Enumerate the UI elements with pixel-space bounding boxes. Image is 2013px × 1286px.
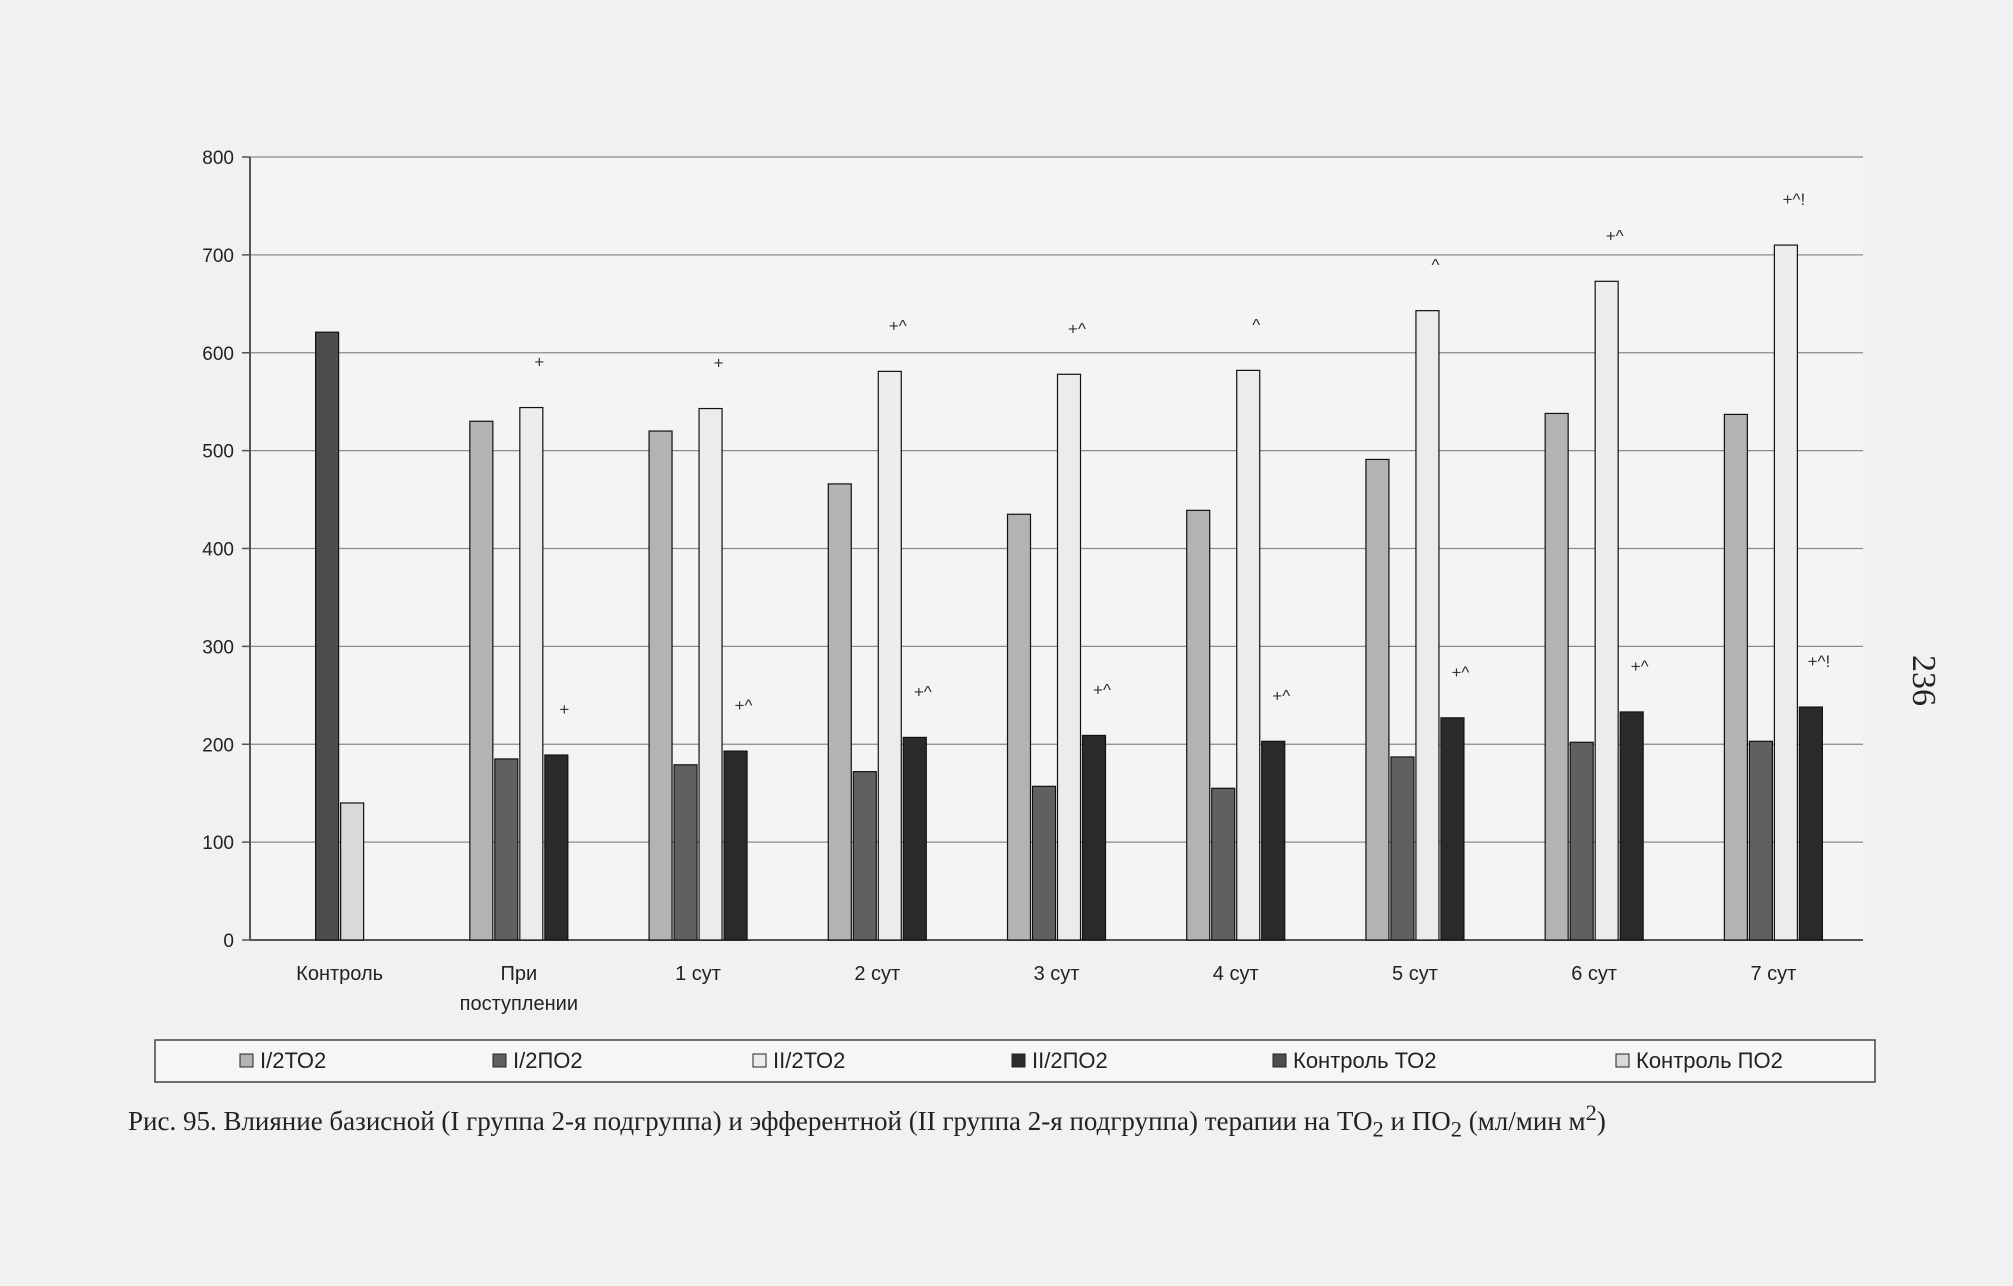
x-category-label: 2 сут	[854, 963, 900, 985]
bar	[340, 802, 365, 941]
bar	[1440, 717, 1465, 941]
legend-label: Контроль ТО2	[1293, 1048, 1436, 1073]
bar	[1748, 740, 1773, 941]
legend-swatch	[1615, 1053, 1630, 1068]
bar-annotation: +^	[735, 696, 753, 715]
legend-swatch	[239, 1053, 254, 1068]
x-category-label: поступлении	[460, 993, 578, 1015]
caption-sub-1: 2	[1372, 1116, 1384, 1142]
legend-label: I/2ПО2	[513, 1048, 583, 1073]
y-tick-label: 200	[202, 735, 234, 756]
bar	[1365, 458, 1390, 941]
bar	[1261, 740, 1286, 941]
x-categories: Контроль При поступлении 1 сут 2 сут 3 сут 4 с…	[296, 963, 1796, 1015]
legend-label: I/2ТО2	[260, 1048, 326, 1073]
caption-mid: и ПО	[1383, 1106, 1451, 1136]
bar	[698, 407, 723, 941]
bar-annotation: +^!	[1808, 652, 1831, 671]
bar	[1081, 734, 1107, 941]
y-ticks: 0 100 200 300 400 500 600 700 800	[202, 148, 250, 952]
bar	[673, 764, 698, 941]
x-category-label: Контроль	[296, 963, 383, 985]
caption-lead: Рис. 95. Влияние базисной (I группа 2-я …	[128, 1106, 1373, 1136]
bar-annotation: +^	[1606, 226, 1624, 245]
bar	[1569, 741, 1594, 941]
bar-annotation: +^!	[1783, 190, 1806, 209]
caption-close: )	[1596, 1106, 1606, 1136]
legend-swatch	[752, 1053, 767, 1068]
bar	[1031, 785, 1057, 941]
legend-label: Контроль ПО2	[1636, 1048, 1783, 1073]
bar	[1544, 412, 1569, 941]
legend-swatch	[1011, 1053, 1026, 1068]
y-tick-label: 800	[202, 148, 234, 169]
legend-label: II/2ПО2	[1032, 1048, 1108, 1073]
y-tick-label: 100	[202, 833, 234, 854]
bar-annotation: +^	[1093, 680, 1111, 699]
bar	[1186, 509, 1211, 941]
page-number: 236	[1905, 655, 1942, 706]
bar	[1415, 310, 1440, 941]
bar	[827, 483, 852, 941]
bar	[519, 406, 544, 941]
bar-annotation: +^	[1272, 686, 1290, 705]
legend-swatch	[492, 1053, 507, 1068]
bar	[1006, 513, 1032, 941]
y-tick-label: 500	[202, 442, 234, 463]
x-category-label: При	[500, 963, 537, 985]
x-category-label: 7 сут	[1750, 963, 1796, 985]
bar	[1619, 711, 1644, 941]
bar-annotation: ^	[1431, 256, 1439, 275]
bar	[1723, 413, 1748, 941]
caption-sup: 2	[1585, 1100, 1597, 1125]
grid	[250, 156, 1863, 843]
bar-annotation: +^	[889, 316, 907, 335]
y-tick-label: 400	[202, 540, 234, 561]
caption-sub-2: 2	[1450, 1116, 1462, 1142]
bar-annotation: +^	[914, 682, 932, 701]
y-tick-label: 700	[202, 246, 234, 267]
bar	[1236, 369, 1261, 941]
x-category-label: 5 сут	[1392, 963, 1438, 985]
bar	[1390, 756, 1415, 941]
bar	[544, 754, 569, 941]
y-tick-label: 600	[202, 344, 234, 365]
y-tick-label: 300	[202, 637, 234, 658]
legend-swatch	[1272, 1053, 1287, 1068]
bar-annotation: +	[534, 353, 544, 372]
bar	[902, 736, 927, 941]
x-category-label: 4 сут	[1213, 963, 1259, 985]
bars	[315, 244, 1823, 941]
bar	[1798, 706, 1823, 941]
figure-caption: Рис. 95. Влияние базисной (I группа 2-я …	[128, 1100, 1606, 1142]
bar	[1773, 244, 1798, 941]
bar-annotation: +^	[1068, 319, 1086, 338]
annotations: + + + +^ +^ +^ +^ +^ ^ +^ ^ +^ +^ +^ +^! +^!	[534, 190, 1830, 719]
legend: I/2ТО2 I/2ПО2 II/2ТО2 II/2ПО2 Контроль ТО2 Ко…	[154, 1039, 1876, 1083]
bar	[648, 430, 673, 941]
x-category-label: 6 сут	[1571, 963, 1617, 985]
legend-label: II/2ТО2	[773, 1048, 845, 1073]
bar	[469, 420, 494, 941]
bar	[315, 331, 340, 941]
bar	[1211, 787, 1236, 941]
legend-box	[154, 1039, 1876, 1083]
bar-annotation: +^	[1451, 663, 1469, 682]
bar	[852, 771, 877, 941]
bar-annotation: +	[714, 354, 724, 373]
bar	[1594, 280, 1619, 941]
bar-annotation: +^	[1631, 657, 1649, 676]
caption-units: (мл/мин м	[1461, 1106, 1586, 1136]
bar-annotation: ^	[1252, 315, 1260, 334]
bar	[494, 758, 519, 941]
x-category-label: 3 сут	[1034, 963, 1080, 985]
y-tick-label: 0	[223, 931, 234, 952]
bar-annotation: +	[559, 700, 569, 719]
bar	[723, 750, 748, 941]
bar	[877, 370, 902, 941]
bar	[1056, 373, 1082, 941]
x-category-label: 1 сут	[675, 963, 721, 985]
